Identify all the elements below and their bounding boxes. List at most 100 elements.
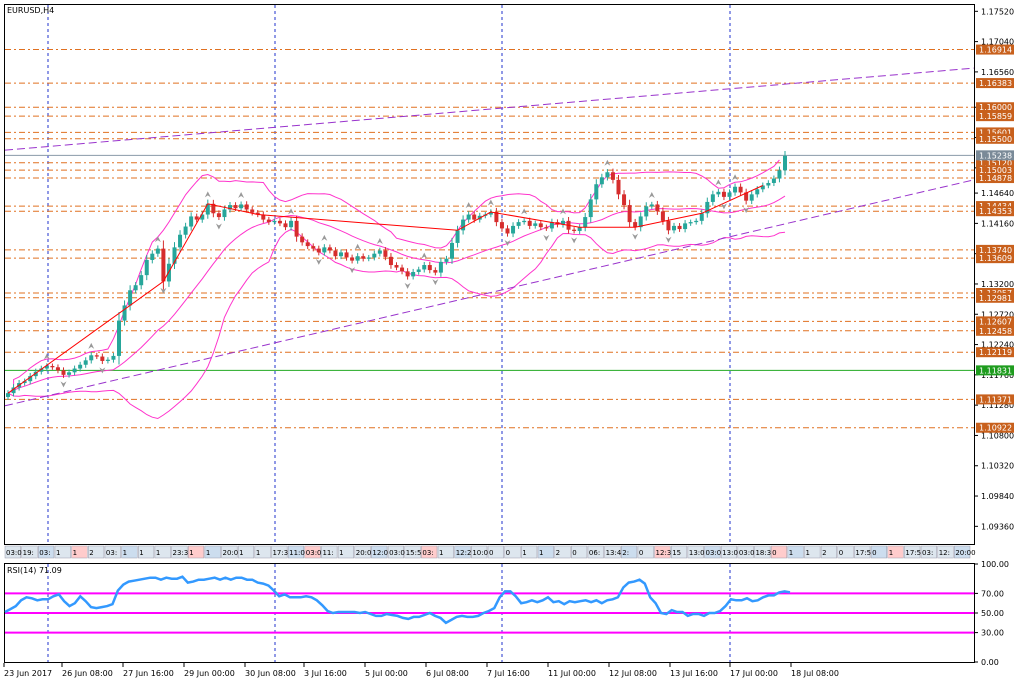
time-label-cell bbox=[321, 545, 338, 559]
level-label-box bbox=[976, 102, 1014, 113]
price-axis: 1.175201.170401.165601.160001.155201.150… bbox=[974, 7, 1014, 531]
time-label-cell bbox=[104, 545, 121, 559]
time-label: 0 bbox=[772, 549, 776, 557]
time-label-cell bbox=[670, 545, 688, 559]
candle-body bbox=[433, 270, 438, 273]
candle-body bbox=[411, 271, 416, 277]
time-label-cell bbox=[887, 545, 904, 559]
level-label: 1.16383 bbox=[979, 79, 1012, 88]
level-label: 1.12607 bbox=[979, 317, 1012, 326]
time-label: 0 bbox=[572, 549, 576, 557]
candle-body bbox=[178, 234, 183, 248]
candlesticks bbox=[6, 150, 787, 400]
candle-body bbox=[744, 192, 749, 201]
time-label: 03: bbox=[922, 549, 933, 557]
time-label: 11: bbox=[322, 549, 333, 557]
price-tick-label: 1.17520 bbox=[981, 7, 1014, 16]
level-label: 1.12119 bbox=[979, 348, 1012, 357]
candle-body bbox=[322, 247, 327, 253]
time-tick-label: 18 Jul 08:00 bbox=[791, 669, 839, 678]
time-label: 23:30 bbox=[173, 549, 193, 557]
level-label-box bbox=[976, 111, 1014, 122]
level-label-box bbox=[976, 347, 1014, 358]
level-label: 1.14878 bbox=[979, 174, 1012, 183]
time-label-cell bbox=[787, 545, 804, 559]
time-label-cell bbox=[704, 545, 721, 559]
time-label-cell bbox=[21, 545, 38, 559]
time-label: 18:30 bbox=[755, 549, 775, 557]
time-label-cell bbox=[187, 545, 205, 559]
level-label: 1.15859 bbox=[979, 112, 1012, 121]
time-label: 03:00 bbox=[706, 549, 726, 557]
time-tick-label: 5 Jul 00:00 bbox=[365, 669, 408, 678]
fractal-up-marker bbox=[560, 208, 566, 215]
time-label: 1 bbox=[73, 549, 77, 557]
price-tick-label: 1.17040 bbox=[981, 38, 1014, 47]
candle-body bbox=[727, 192, 732, 197]
fractal-down-marker bbox=[404, 282, 411, 289]
level-label-box bbox=[976, 127, 1014, 138]
rsi-line bbox=[4, 575, 791, 625]
candle-body bbox=[305, 242, 310, 247]
time-label-cell bbox=[770, 545, 788, 559]
current-price-label-box bbox=[976, 150, 1014, 161]
level-label-box bbox=[976, 292, 1014, 303]
time-label: 13:40 bbox=[606, 549, 626, 557]
candle-body bbox=[783, 155, 787, 171]
price-tick-label: 1.11280 bbox=[981, 401, 1014, 410]
candle-body bbox=[172, 247, 177, 264]
candle-body bbox=[716, 191, 721, 195]
level-label-box bbox=[976, 244, 1014, 255]
price-tick-label: 1.09360 bbox=[981, 522, 1014, 531]
time-label-cell bbox=[4, 545, 21, 559]
candle-body bbox=[455, 230, 460, 243]
time-label-cell bbox=[454, 545, 471, 559]
candle-body bbox=[461, 219, 466, 231]
fractal-up-marker bbox=[648, 191, 655, 198]
time-label-cell bbox=[71, 545, 88, 559]
candle-body bbox=[522, 220, 527, 223]
candle-body bbox=[499, 222, 504, 229]
trend-channel bbox=[4, 67, 975, 407]
candle-body bbox=[44, 366, 49, 369]
candle-body bbox=[361, 256, 366, 259]
candle-body bbox=[766, 182, 771, 186]
zigzag-line bbox=[7, 185, 764, 394]
time-label: 13:00 bbox=[689, 549, 709, 557]
fractal-up-marker bbox=[238, 191, 245, 198]
main-chart-frame bbox=[4, 4, 975, 545]
level-label-box bbox=[976, 422, 1014, 433]
candle-body bbox=[261, 214, 266, 220]
time-label-cell bbox=[304, 545, 321, 559]
level-label: 1.12458 bbox=[979, 327, 1012, 336]
price-tick-label: 1.12720 bbox=[981, 310, 1014, 319]
candle-body bbox=[627, 205, 632, 223]
time-label-cell bbox=[354, 545, 371, 559]
candle-body bbox=[50, 366, 55, 368]
candle-body bbox=[22, 381, 27, 384]
time-label-cell bbox=[920, 545, 937, 559]
candle-body bbox=[194, 216, 199, 220]
candle-body bbox=[128, 290, 133, 306]
time-label-cell bbox=[137, 545, 155, 559]
time-label: 15:55 bbox=[406, 549, 426, 557]
price-tick-label: 1.10800 bbox=[981, 431, 1014, 440]
time-label: 06: bbox=[589, 549, 600, 557]
time-label: 03:00 bbox=[306, 549, 326, 557]
candle-body bbox=[777, 170, 782, 179]
time-label-cell bbox=[954, 545, 971, 559]
time-label: 03: bbox=[106, 549, 117, 557]
time-label-cell bbox=[604, 545, 621, 559]
candle-body bbox=[422, 265, 427, 270]
candle-body bbox=[688, 222, 693, 224]
time-tick-label: 17 Jul 00:00 bbox=[730, 669, 778, 678]
price-tick-label: 1.09840 bbox=[981, 492, 1014, 501]
chart-title: EURUSD,H4 bbox=[7, 6, 54, 15]
level-label: 1.15120 bbox=[979, 159, 1012, 168]
level-lines bbox=[5, 49, 974, 429]
fractal-down-marker bbox=[315, 258, 322, 265]
time-label-cell bbox=[837, 545, 854, 559]
candle-body bbox=[277, 220, 282, 224]
price-tick-label: 1.14640 bbox=[981, 189, 1014, 198]
